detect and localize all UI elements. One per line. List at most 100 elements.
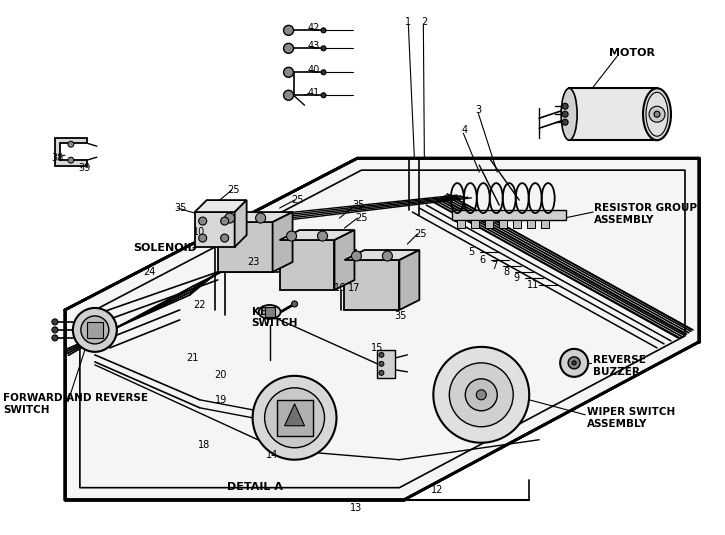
Text: 8: 8 bbox=[503, 267, 510, 277]
Ellipse shape bbox=[643, 88, 671, 140]
Circle shape bbox=[562, 111, 568, 117]
Circle shape bbox=[379, 361, 384, 366]
Polygon shape bbox=[280, 240, 334, 290]
Circle shape bbox=[283, 90, 294, 100]
Bar bbox=[513, 220, 521, 228]
Polygon shape bbox=[399, 250, 419, 310]
Circle shape bbox=[465, 379, 497, 411]
Circle shape bbox=[291, 301, 297, 307]
Text: 42: 42 bbox=[307, 24, 320, 33]
Circle shape bbox=[572, 361, 576, 365]
Text: 6: 6 bbox=[479, 255, 486, 265]
Text: 14: 14 bbox=[265, 450, 278, 460]
Text: WIPER SWITCH: WIPER SWITCH bbox=[587, 407, 676, 417]
Text: 40: 40 bbox=[307, 65, 320, 75]
Text: 25: 25 bbox=[291, 195, 304, 205]
Text: +: + bbox=[254, 212, 261, 221]
Text: 15: 15 bbox=[371, 343, 384, 353]
Text: 38: 38 bbox=[51, 153, 63, 163]
Polygon shape bbox=[55, 138, 87, 166]
Text: SWITCH: SWITCH bbox=[3, 405, 49, 415]
Text: FORWARD AND REVERSE: FORWARD AND REVERSE bbox=[3, 393, 148, 403]
Text: RESISTOR GROUP: RESISTOR GROUP bbox=[594, 203, 697, 213]
Text: 3: 3 bbox=[476, 105, 481, 115]
Text: 7: 7 bbox=[492, 261, 497, 271]
Circle shape bbox=[52, 327, 58, 333]
Text: -: - bbox=[225, 212, 228, 221]
Bar bbox=[541, 220, 549, 228]
Text: 24: 24 bbox=[143, 267, 155, 277]
Polygon shape bbox=[235, 200, 247, 247]
Ellipse shape bbox=[259, 305, 281, 319]
Bar bbox=[378, 350, 395, 378]
Text: 35: 35 bbox=[394, 311, 407, 321]
Ellipse shape bbox=[561, 88, 577, 140]
Text: +: + bbox=[381, 250, 388, 259]
Text: BUZZER: BUZZER bbox=[593, 367, 640, 377]
Text: ASSEMBLY: ASSEMBLY bbox=[587, 419, 647, 429]
Circle shape bbox=[52, 319, 58, 325]
Text: 17: 17 bbox=[347, 283, 360, 293]
Text: SWITCH: SWITCH bbox=[252, 318, 298, 328]
Circle shape bbox=[283, 43, 294, 54]
Text: 9: 9 bbox=[513, 273, 519, 283]
Text: 2: 2 bbox=[421, 17, 428, 27]
Circle shape bbox=[81, 316, 109, 344]
Text: -: - bbox=[287, 231, 291, 240]
Polygon shape bbox=[65, 158, 699, 500]
Polygon shape bbox=[273, 212, 293, 272]
Text: 25: 25 bbox=[228, 185, 240, 195]
Text: 18: 18 bbox=[198, 440, 210, 450]
Circle shape bbox=[286, 231, 297, 241]
Polygon shape bbox=[334, 230, 355, 290]
Text: 43: 43 bbox=[307, 41, 320, 51]
Text: 35: 35 bbox=[352, 200, 365, 210]
Circle shape bbox=[321, 70, 326, 75]
Circle shape bbox=[560, 349, 588, 377]
Bar bbox=[527, 220, 535, 228]
Text: 11: 11 bbox=[527, 280, 539, 290]
Circle shape bbox=[562, 119, 568, 125]
Polygon shape bbox=[218, 212, 293, 222]
Text: 22: 22 bbox=[194, 300, 206, 310]
Circle shape bbox=[476, 390, 486, 400]
Circle shape bbox=[283, 67, 294, 77]
Bar bbox=[471, 220, 479, 228]
Bar bbox=[457, 220, 465, 228]
Text: 19: 19 bbox=[215, 395, 227, 405]
Text: REVERSE: REVERSE bbox=[593, 355, 646, 365]
Text: 4: 4 bbox=[461, 125, 468, 135]
Text: 39: 39 bbox=[78, 163, 90, 173]
Circle shape bbox=[434, 347, 529, 443]
Text: 25: 25 bbox=[415, 229, 427, 239]
Circle shape bbox=[283, 25, 294, 35]
Circle shape bbox=[352, 251, 362, 261]
Text: 5: 5 bbox=[468, 247, 475, 257]
Text: 16: 16 bbox=[334, 283, 346, 293]
Text: +: + bbox=[316, 231, 323, 240]
Circle shape bbox=[318, 231, 328, 241]
Circle shape bbox=[265, 388, 325, 448]
Polygon shape bbox=[452, 210, 566, 220]
Text: 25: 25 bbox=[355, 213, 368, 223]
Circle shape bbox=[568, 357, 580, 369]
Circle shape bbox=[654, 111, 660, 117]
Circle shape bbox=[379, 353, 384, 357]
Text: 41: 41 bbox=[307, 88, 320, 98]
Text: 20: 20 bbox=[215, 370, 227, 380]
Circle shape bbox=[73, 308, 117, 352]
Circle shape bbox=[68, 157, 74, 163]
Circle shape bbox=[321, 46, 326, 51]
Text: MOTOR: MOTOR bbox=[609, 48, 655, 58]
Polygon shape bbox=[569, 88, 657, 140]
Circle shape bbox=[382, 251, 392, 261]
Ellipse shape bbox=[646, 92, 668, 136]
Polygon shape bbox=[285, 404, 304, 426]
Text: 23: 23 bbox=[248, 257, 260, 267]
Circle shape bbox=[256, 213, 265, 223]
Text: 35: 35 bbox=[175, 203, 187, 213]
Circle shape bbox=[199, 234, 207, 242]
Polygon shape bbox=[218, 222, 273, 272]
Circle shape bbox=[220, 217, 228, 225]
Text: ASSEMBLY: ASSEMBLY bbox=[594, 215, 655, 225]
